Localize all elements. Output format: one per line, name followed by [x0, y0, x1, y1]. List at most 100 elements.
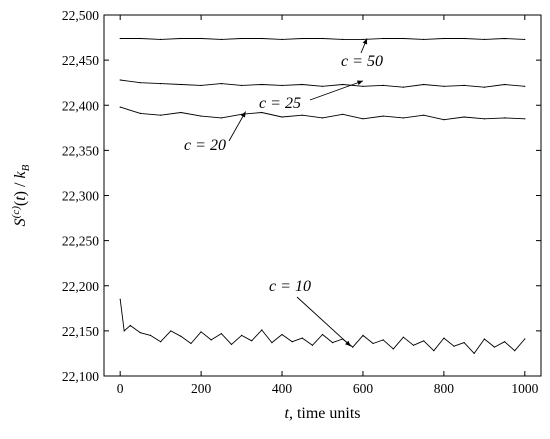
data-point [433, 350, 435, 352]
data-point [321, 117, 324, 119]
data-point [423, 83, 425, 86]
annotation-label: c = 50 [341, 53, 383, 70]
y-axis-label-part: t [12, 196, 29, 201]
data-point [261, 111, 263, 114]
data-point [473, 352, 475, 354]
data-point [311, 344, 313, 346]
annotation-arrow [228, 111, 247, 142]
annotation-arrowhead [240, 111, 246, 118]
x-axis-label-var: t [284, 405, 289, 422]
data-point [463, 342, 465, 344]
annotation-arrow [309, 80, 364, 101]
data-point [241, 84, 243, 86]
data-point [261, 83, 263, 86]
data-point [382, 84, 384, 86]
annotation-arrowhead [357, 80, 363, 85]
data-point [160, 114, 162, 116]
data-point [524, 85, 526, 87]
x-tick-label: 600 [353, 381, 374, 396]
data-point [524, 338, 526, 340]
data-point [241, 334, 243, 336]
data-point [241, 37, 243, 40]
data-point [123, 330, 125, 332]
data-point [332, 342, 334, 344]
data-point [180, 335, 182, 337]
data-point [301, 37, 303, 40]
data-point [342, 113, 344, 115]
data-point [321, 37, 324, 40]
data-point [362, 334, 364, 336]
axis-ticks: 0 200 400 600 800 1000 22,100 22,150 22,200 22,25… [62, 8, 541, 396]
data-point [220, 117, 222, 119]
y-tick-label: 22,250 [62, 234, 99, 249]
y-tick-label: 22,100 [62, 369, 99, 384]
data-point [372, 342, 374, 345]
data-point [139, 112, 141, 114]
data-point [170, 330, 172, 332]
data-point [321, 85, 324, 87]
y-axis-label-part: k [12, 171, 29, 179]
data-point [443, 337, 445, 339]
y-tick-label: 22,350 [62, 143, 99, 158]
data-point [301, 337, 303, 339]
data-point [402, 86, 404, 88]
data-point [483, 338, 485, 340]
data-point [504, 341, 506, 343]
data-point [220, 333, 222, 335]
data-point [504, 37, 506, 40]
data-point [301, 83, 303, 86]
x-tick-label: 400 [272, 381, 293, 396]
series-c25 [119, 79, 526, 88]
data-point [514, 350, 516, 352]
y-tick-label: 22,450 [62, 53, 99, 68]
series-layer [119, 37, 526, 354]
data-point [402, 117, 404, 119]
data-point [281, 116, 283, 118]
data-point [524, 38, 526, 41]
data-point [423, 340, 425, 342]
data-point [402, 336, 404, 338]
data-point [291, 341, 293, 343]
data-point [200, 37, 202, 40]
data-point [251, 340, 253, 342]
series-c20 [119, 106, 526, 121]
data-point [119, 298, 121, 300]
annotation-label: c = 10 [269, 278, 311, 295]
data-point [210, 339, 212, 341]
data-point [423, 38, 425, 41]
data-point [139, 332, 141, 334]
data-point [412, 344, 415, 346]
data-point [443, 37, 445, 40]
annotation-arrowhead [362, 38, 368, 45]
data-point [129, 324, 131, 327]
data-point [139, 82, 141, 84]
data-point [463, 116, 465, 118]
data-point [261, 37, 263, 40]
x-tick-label: 0 [117, 381, 124, 396]
x-axis-label-rest: , time units [289, 405, 361, 422]
data-point [453, 345, 455, 347]
data-point [160, 83, 162, 85]
y-axis-label-part: ) / [12, 179, 29, 197]
data-point [281, 333, 283, 336]
data-point [392, 348, 394, 350]
data-point [342, 38, 344, 41]
data-point [483, 86, 485, 88]
data-point [301, 114, 303, 116]
data-point [524, 118, 526, 120]
data-point [200, 331, 202, 333]
y-tick-label: 22,200 [62, 279, 99, 294]
data-point [443, 85, 445, 87]
data-point [149, 334, 152, 336]
data-point [382, 115, 384, 117]
data-point [220, 83, 222, 85]
annotation-arrowhead [345, 340, 351, 347]
data-point [483, 38, 485, 41]
data-point [483, 118, 485, 120]
x-axis-label: t, time units [284, 405, 360, 422]
series-c10 [119, 298, 526, 354]
data-point [190, 342, 192, 345]
y-tick-label: 22,300 [62, 189, 99, 204]
